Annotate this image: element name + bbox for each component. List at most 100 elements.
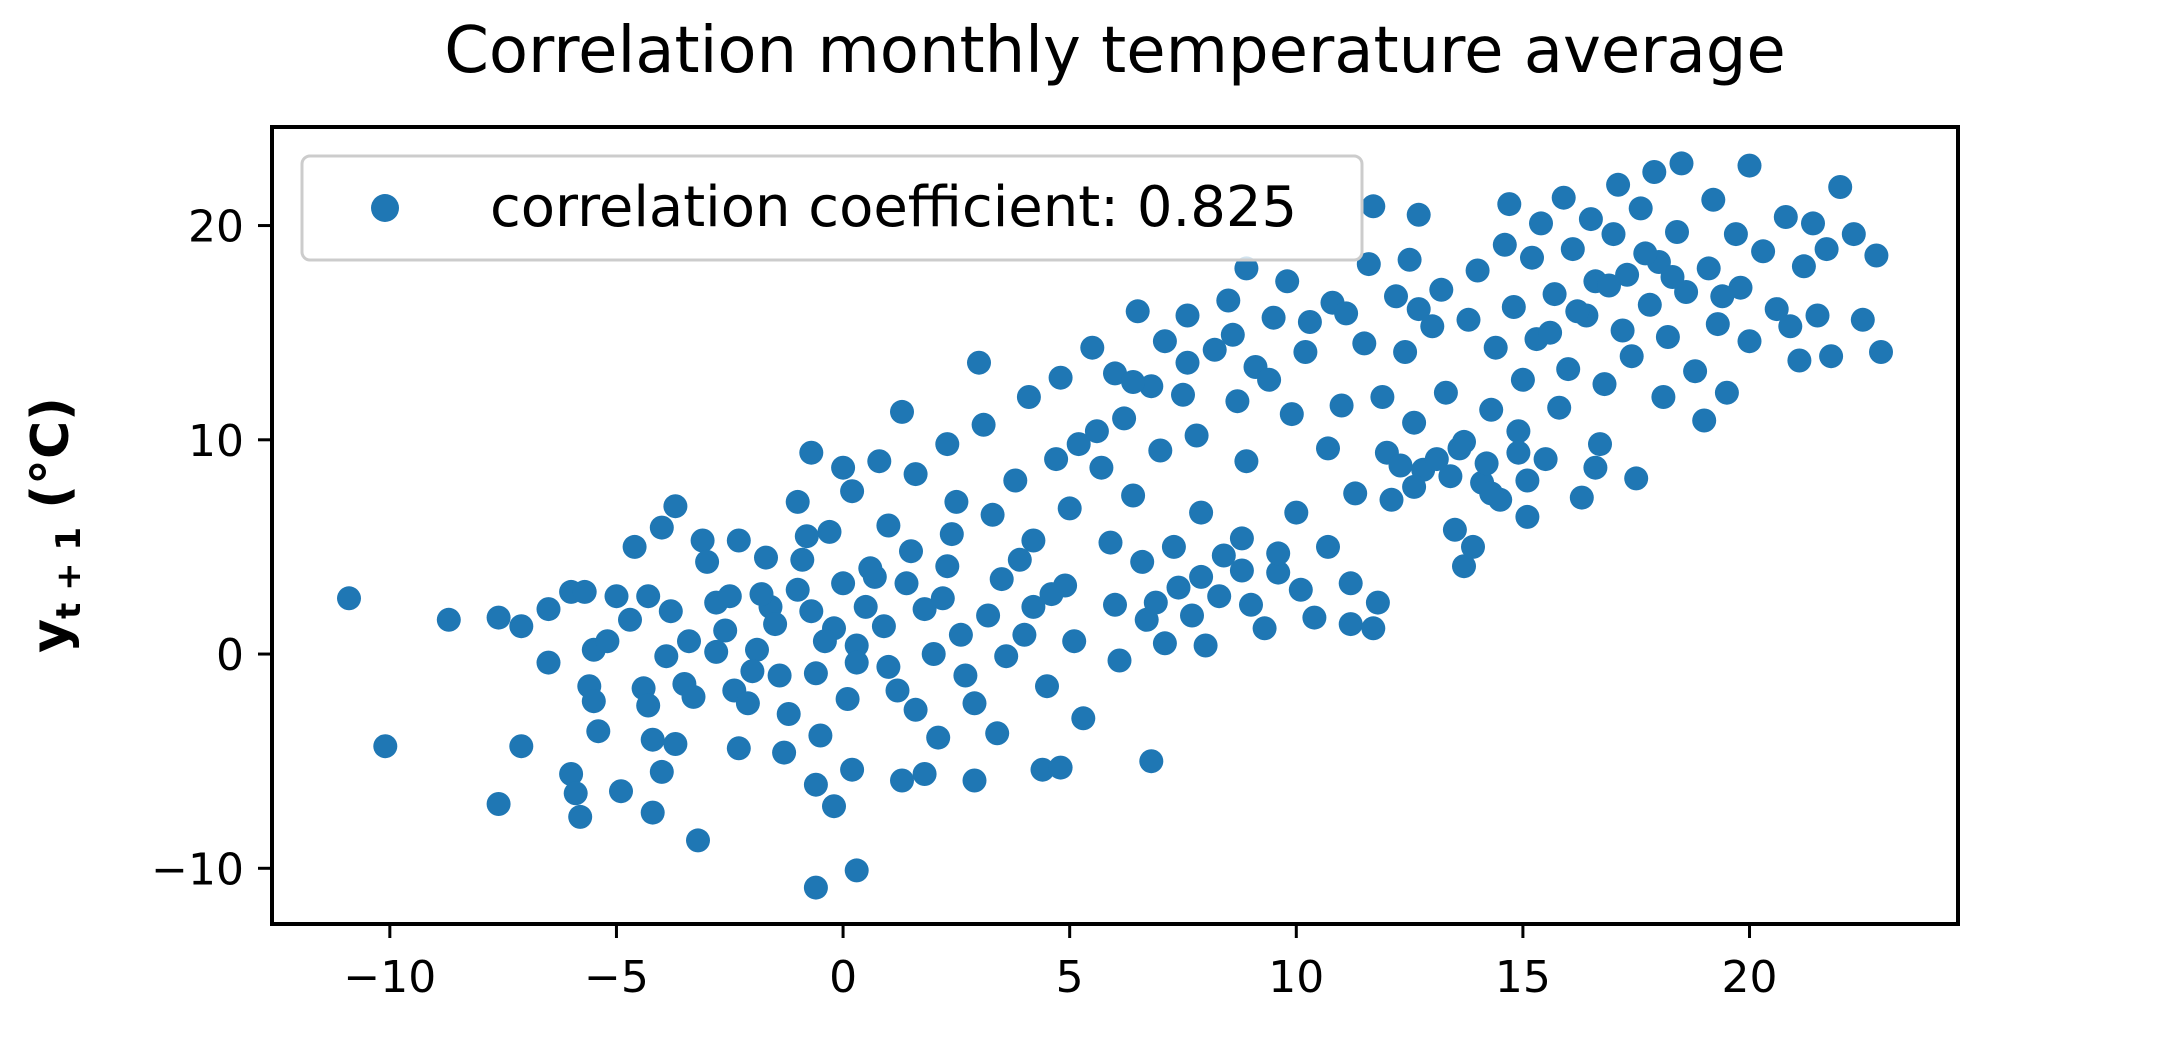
scatter-point bbox=[1520, 245, 1544, 270]
scatter-point bbox=[1035, 674, 1059, 699]
scatter-point bbox=[1152, 631, 1177, 656]
x-tick-label: 5 bbox=[1056, 952, 1084, 1003]
scatter-point bbox=[1501, 295, 1526, 319]
scatter-point bbox=[1406, 297, 1431, 322]
scatter-point bbox=[658, 599, 683, 624]
scatter-point bbox=[1547, 395, 1572, 420]
scatter-point bbox=[1039, 582, 1064, 607]
scatter-point bbox=[1497, 192, 1522, 217]
scatter-point bbox=[1071, 706, 1096, 731]
scatter-point bbox=[1452, 429, 1476, 454]
y-axis-label-unit: (°C) bbox=[21, 397, 81, 527]
scatter-point bbox=[1701, 187, 1726, 212]
scatter-point bbox=[1655, 325, 1680, 349]
scatter-point bbox=[1569, 485, 1594, 510]
scatter-point bbox=[772, 740, 797, 765]
scatter-point bbox=[649, 515, 674, 540]
scatter-point bbox=[677, 629, 701, 654]
scatter-point bbox=[1692, 408, 1717, 433]
scatter-point bbox=[1633, 241, 1658, 266]
scatter-point bbox=[989, 567, 1014, 592]
scatter-point bbox=[840, 757, 865, 782]
scatter-point bbox=[1211, 543, 1236, 568]
scatter-point bbox=[867, 449, 892, 474]
scatter-point bbox=[1479, 397, 1504, 422]
scatter-point bbox=[1175, 303, 1200, 328]
scatter-point bbox=[1665, 220, 1689, 244]
scatter-point bbox=[976, 603, 1001, 628]
scatter-point bbox=[1252, 616, 1277, 641]
scatter-point bbox=[1393, 340, 1418, 364]
scatter-point bbox=[726, 736, 751, 761]
scatter-point bbox=[1483, 335, 1508, 360]
scatter-point bbox=[953, 663, 978, 688]
scatter-point bbox=[1801, 211, 1825, 236]
scatter-point bbox=[890, 768, 914, 793]
scatter-point bbox=[1479, 481, 1504, 506]
scatter-point bbox=[899, 539, 923, 564]
scatter-point bbox=[962, 691, 987, 716]
scatter-point bbox=[1592, 372, 1617, 397]
scatter-point bbox=[1492, 232, 1517, 257]
scatter-point bbox=[876, 513, 901, 538]
scatter-point bbox=[1048, 755, 1073, 780]
scatter-point bbox=[1021, 594, 1046, 619]
scatter-point bbox=[1365, 590, 1390, 615]
scatter-point bbox=[1556, 357, 1581, 382]
scatter-point bbox=[930, 586, 955, 611]
scatter-point bbox=[1161, 534, 1186, 559]
scatter-point bbox=[1588, 432, 1612, 457]
scatter-point bbox=[1229, 526, 1254, 551]
scatter-point bbox=[1619, 344, 1644, 369]
scatter-point bbox=[1452, 554, 1476, 579]
scatter-point bbox=[1297, 310, 1322, 334]
scatter-point bbox=[962, 768, 987, 793]
scatter-point bbox=[749, 582, 774, 607]
scatter-point bbox=[948, 622, 973, 647]
scatter-point bbox=[436, 607, 461, 632]
scatter-point bbox=[1121, 483, 1146, 508]
scatter-point bbox=[1103, 361, 1127, 386]
scatter-point bbox=[885, 678, 910, 703]
scatter-point bbox=[1551, 185, 1576, 210]
scatter-point bbox=[686, 828, 710, 853]
scatter-point bbox=[754, 545, 778, 570]
scatter-point bbox=[726, 528, 751, 553]
scatter-point bbox=[1791, 254, 1816, 279]
scatter-point bbox=[1334, 301, 1359, 326]
scatter-point bbox=[1021, 528, 1046, 553]
scatter-point bbox=[1066, 432, 1091, 457]
scatter-point bbox=[980, 502, 1005, 527]
scatter-point bbox=[1705, 312, 1730, 337]
scatter-point bbox=[1356, 252, 1381, 277]
scatter-point bbox=[740, 659, 765, 684]
scatter-point bbox=[663, 732, 688, 756]
scatter-point bbox=[717, 584, 742, 609]
scatter-point bbox=[763, 612, 788, 637]
scatter-point bbox=[1773, 205, 1798, 229]
scatter-point bbox=[844, 650, 869, 675]
scatter-point bbox=[912, 597, 937, 622]
scatter-point bbox=[1338, 612, 1363, 637]
scatter-point bbox=[1597, 273, 1621, 298]
scatter-point bbox=[1424, 447, 1449, 472]
scatter-point bbox=[636, 584, 661, 609]
scatter-point bbox=[1433, 380, 1458, 405]
scatter-point bbox=[1456, 307, 1481, 332]
scatter-point bbox=[835, 687, 860, 711]
y-tick-label: −10 bbox=[151, 844, 244, 895]
scatter-point bbox=[509, 734, 534, 759]
scatter-point bbox=[1864, 243, 1889, 268]
x-tick-label: 10 bbox=[1268, 952, 1324, 1003]
scatter-point bbox=[563, 781, 588, 806]
scatter-point bbox=[1737, 329, 1762, 354]
scatter-point bbox=[509, 614, 534, 639]
scatter-point bbox=[1723, 222, 1748, 247]
plot-frame bbox=[270, 125, 1960, 926]
scatter-point bbox=[767, 663, 792, 688]
scatter-point bbox=[1778, 314, 1803, 339]
y-tick-label: 0 bbox=[216, 630, 244, 681]
scatter-point bbox=[604, 584, 629, 609]
scatter-point bbox=[817, 519, 842, 544]
